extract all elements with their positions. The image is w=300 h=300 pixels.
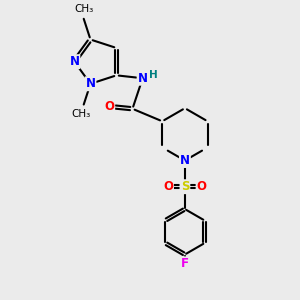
Text: H: H	[149, 70, 158, 80]
Text: N: N	[180, 154, 190, 167]
Text: F: F	[181, 257, 189, 270]
Text: O: O	[104, 100, 114, 113]
Text: O: O	[197, 180, 207, 193]
Text: N: N	[85, 77, 95, 90]
Text: N: N	[69, 55, 80, 68]
Text: O: O	[163, 180, 173, 193]
Text: S: S	[181, 180, 189, 193]
Text: CH₃: CH₃	[71, 109, 90, 119]
Text: N: N	[138, 72, 148, 85]
Text: CH₃: CH₃	[74, 4, 93, 14]
